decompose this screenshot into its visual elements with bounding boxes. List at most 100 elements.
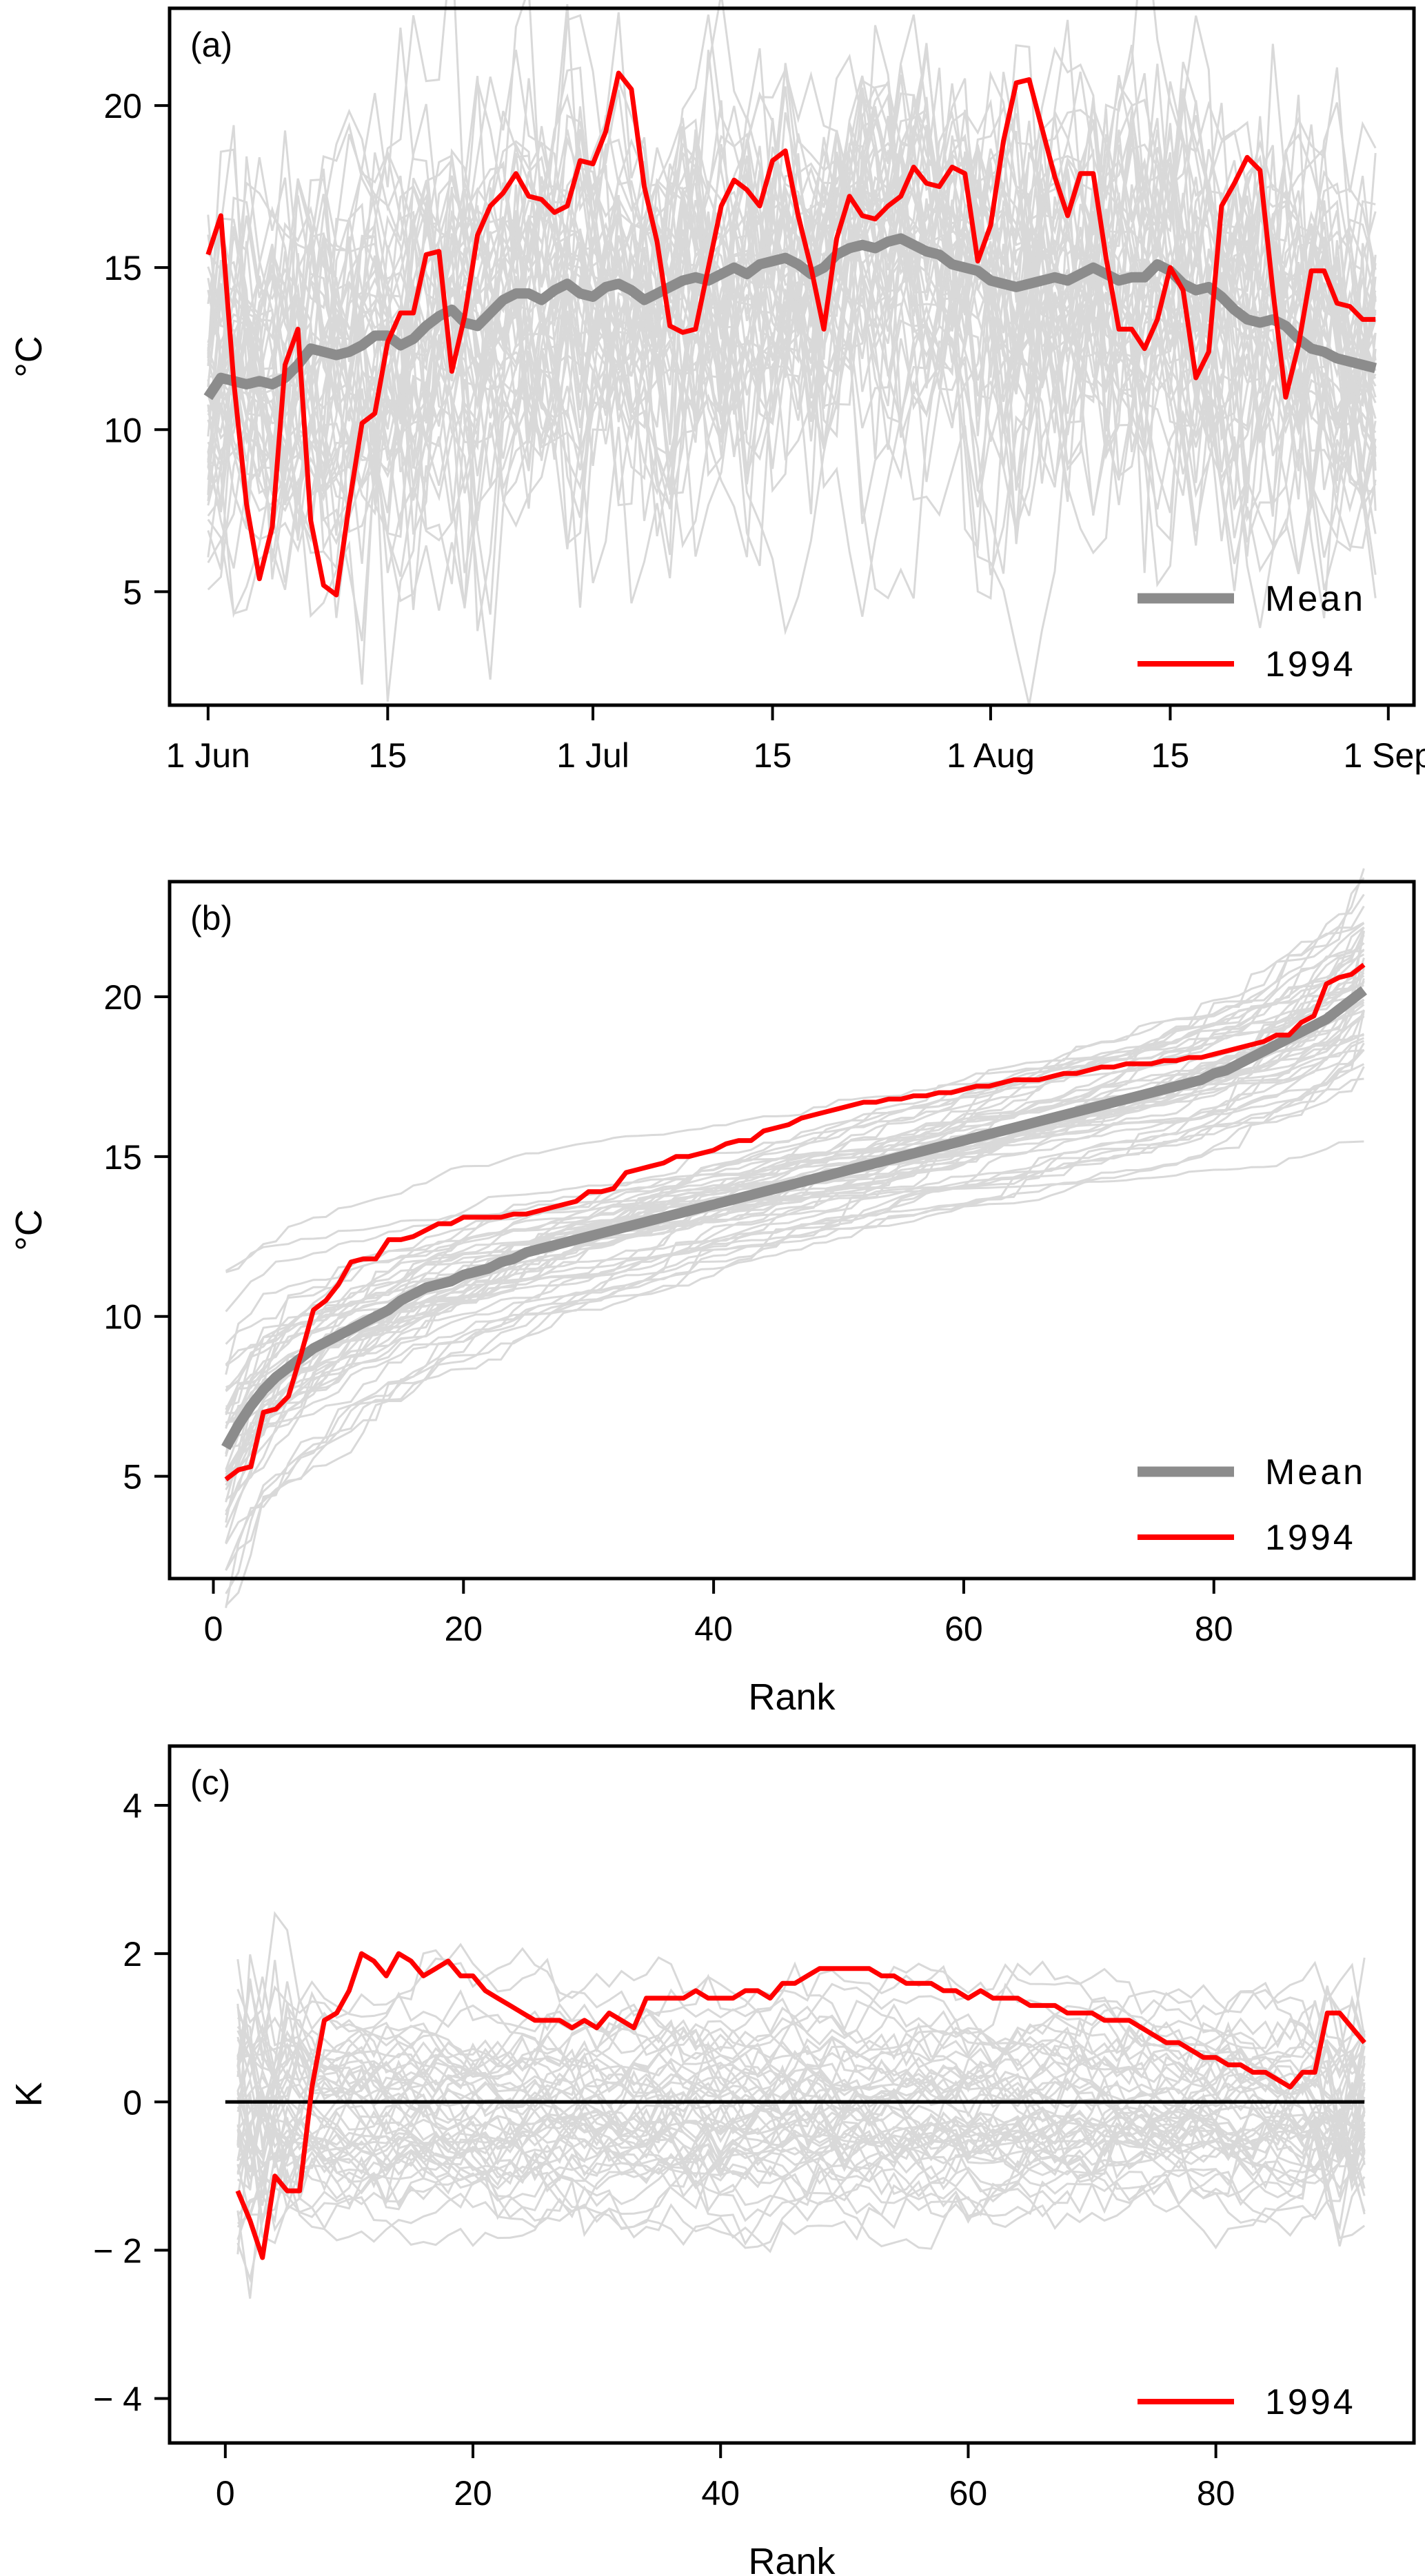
background-years — [207, 0, 1377, 706]
x-tick-label: 40 — [701, 2474, 740, 2513]
y-tick-label: 20 — [103, 978, 142, 1017]
background-year-line — [207, 100, 1377, 562]
background-year-line — [236, 2014, 1366, 2149]
background-year-line — [207, 77, 1377, 514]
x-axis-label: Rank — [748, 2541, 836, 2576]
legend: 1994 — [1138, 2382, 1356, 2422]
x-tick-label: 1 Jun — [166, 736, 250, 775]
background-year-line — [225, 1042, 1365, 1523]
y-tick-label: − 2 — [93, 2231, 142, 2270]
y-tick-label: 4 — [123, 1787, 142, 1825]
background-year-line — [236, 2093, 1366, 2197]
background-year-line — [225, 931, 1365, 1490]
background-year-line — [236, 1949, 1365, 2049]
axes-frame — [168, 1744, 1416, 2445]
background-year-line — [236, 1982, 1366, 2078]
x-tick-label: 80 — [1195, 1610, 1233, 1648]
background-year-line — [207, 88, 1377, 580]
series-line-1994 — [205, 70, 1376, 598]
background-year-line — [225, 964, 1365, 1473]
background-year-line — [225, 982, 1365, 1272]
panel-label: (a) — [190, 26, 232, 64]
axes-frame — [168, 880, 1416, 1581]
x-tick-label: 60 — [944, 1610, 983, 1648]
x-tick-label: 0 — [216, 2474, 235, 2513]
background-year-line — [225, 1001, 1365, 1345]
background-year-line — [236, 2051, 1366, 2135]
x-tick-label: 0 — [204, 1610, 223, 1648]
background-year-line — [236, 1954, 1366, 2146]
background-year-line — [236, 2092, 1366, 2206]
background-year-line — [225, 1037, 1364, 1312]
background-year-line — [207, 163, 1377, 531]
y-axis-label: K — [8, 2082, 50, 2107]
legend: Mean 1994 — [1138, 579, 1363, 684]
x-tick-label: 15 — [369, 736, 407, 775]
background-year-line — [207, 27, 1377, 386]
background-year-line — [207, 0, 1377, 481]
panel-label: (b) — [190, 899, 232, 937]
y-tick-label: 0 — [123, 2083, 142, 2122]
background-year-line — [236, 2126, 1366, 2255]
background-year-line — [236, 2153, 1366, 2284]
background-year-line — [225, 957, 1365, 1482]
y-tick-label: 15 — [103, 249, 142, 287]
background-year-line — [236, 2101, 1366, 2220]
series-line-mean — [221, 986, 1367, 1450]
y-axis-label: °C — [8, 336, 50, 378]
y-tick-label: − 4 — [93, 2380, 142, 2418]
y-tick-label: 2 — [123, 1935, 142, 1974]
panel-a: 5 10 15 20 1 Jun 15 1 Jul 15 1 Aug 15 1 Sep (a) °C Me… — [8, 0, 1425, 775]
legend-label: 1994 — [1265, 2382, 1356, 2422]
background-year-line — [236, 2120, 1366, 2249]
background-year-line — [236, 2093, 1366, 2209]
legend-label: Mean — [1265, 1452, 1366, 1492]
series-line-1994 — [224, 962, 1366, 1481]
background-year-line — [207, 19, 1376, 569]
axes-frame — [168, 6, 1416, 707]
legend-label: 1994 — [1265, 645, 1356, 684]
x-tick-label: 60 — [949, 2474, 988, 2513]
background-year-line — [236, 2016, 1366, 2111]
x-tick-label: 20 — [444, 1610, 483, 1648]
x-tick-label: 40 — [694, 1610, 733, 1648]
background-year-line — [236, 1911, 1366, 2038]
y-axis-label: °C — [8, 1209, 50, 1251]
background-year-line — [236, 2087, 1366, 2198]
y-tick-label: 20 — [103, 87, 142, 125]
x-tick-label: 1 Aug — [947, 736, 1035, 775]
x-tick-label: 15 — [754, 736, 792, 775]
background-year-line — [225, 930, 1365, 1446]
legend-label: 1994 — [1265, 1518, 1356, 1558]
background-year-line — [225, 893, 1365, 1528]
background-year-line — [207, 79, 1377, 504]
y-tick-label: 15 — [103, 1138, 142, 1177]
background-year-line — [236, 2036, 1366, 2160]
x-tick-label: 15 — [1151, 736, 1190, 775]
x-axis-label: Rank — [748, 1676, 836, 1718]
background-year-line — [236, 2055, 1366, 2164]
background-year-line — [225, 877, 1365, 1501]
background-year-line — [236, 1960, 1366, 2073]
background-years — [236, 1911, 1366, 2299]
background-year-line — [236, 1982, 1365, 2130]
y-tick-label: 10 — [103, 1298, 142, 1337]
x-tick-label: 80 — [1197, 2474, 1235, 2513]
y-tick-label: 10 — [103, 411, 142, 449]
x-tick-label: 1 Sep — [1343, 736, 1425, 775]
legend: Mean 1994 — [1138, 1452, 1366, 1558]
background-year-line — [225, 1077, 1364, 1473]
x-tick-label: 1 Jul — [556, 736, 629, 775]
background-year-line — [207, 192, 1377, 609]
x-tick-label: 20 — [454, 2474, 492, 2513]
panel-b: 5 10 15 20 0 20 40 60 80 (b) °C Rank Mean 1994 — [8, 868, 1416, 1718]
background-year-line — [207, 116, 1377, 577]
series-line-1994 — [235, 1951, 1366, 2260]
y-tick-label: 5 — [123, 1458, 142, 1497]
background-year-line — [236, 2096, 1366, 2193]
y-tick-label: 5 — [123, 573, 142, 611]
background-year-line — [225, 1140, 1364, 1274]
background-year-line — [236, 2070, 1366, 2180]
background-year-line — [225, 1015, 1365, 1512]
